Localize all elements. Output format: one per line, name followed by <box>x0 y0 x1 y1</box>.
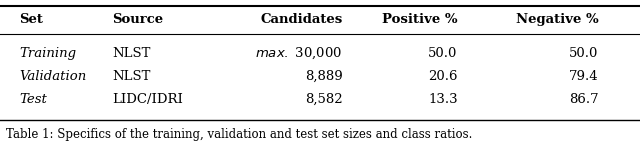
Text: Table 1: Specifics of the training, validation and test set sizes and class rati: Table 1: Specifics of the training, vali… <box>6 128 473 141</box>
Text: 50.0: 50.0 <box>569 47 598 60</box>
Text: $\it{max.}$ 30,000: $\it{max.}$ 30,000 <box>255 46 342 61</box>
Text: 13.3: 13.3 <box>428 93 458 106</box>
Text: NLST: NLST <box>112 70 150 83</box>
Text: Negative %: Negative % <box>516 13 598 26</box>
Text: NLST: NLST <box>112 47 150 60</box>
Text: Positive %: Positive % <box>382 13 458 26</box>
Text: Training: Training <box>19 47 76 60</box>
Text: Set: Set <box>19 13 43 26</box>
Text: 8,889: 8,889 <box>305 70 342 83</box>
Text: 79.4: 79.4 <box>569 70 598 83</box>
Text: 20.6: 20.6 <box>428 70 458 83</box>
Text: Validation: Validation <box>19 70 86 83</box>
Text: Candidates: Candidates <box>260 13 342 26</box>
Text: 50.0: 50.0 <box>428 47 458 60</box>
Text: 8,582: 8,582 <box>305 93 342 106</box>
Text: Source: Source <box>112 13 163 26</box>
Text: Test: Test <box>19 93 47 106</box>
Text: 86.7: 86.7 <box>569 93 598 106</box>
Text: LIDC/IDRI: LIDC/IDRI <box>112 93 183 106</box>
